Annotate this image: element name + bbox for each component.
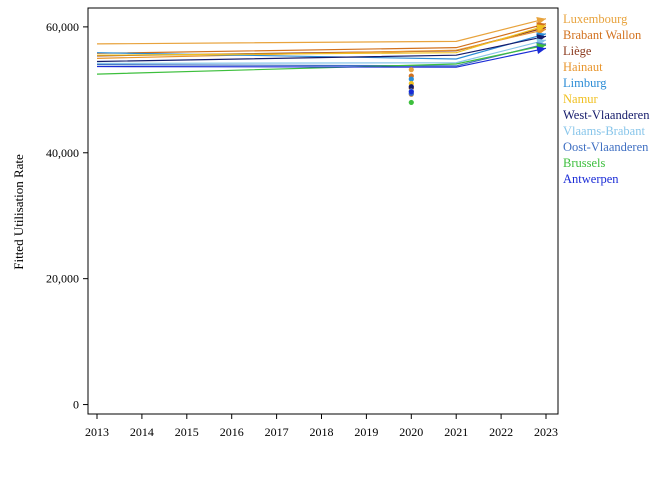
legend-entry-brussels: Brussels (563, 156, 606, 170)
legend: Luxembourg Brabant Wallon Liège Hainaut Limb… (563, 12, 650, 186)
series-line-brabant-wallon (96, 23, 547, 54)
y-tick-label: 20,000 (46, 272, 79, 286)
legend-entry-li-ge: Liège (563, 44, 592, 58)
x-tick-label: 2015 (175, 425, 199, 439)
series-line-hainaut (96, 28, 547, 59)
series-line-vlaams-brabant (96, 39, 547, 64)
legend-entry-luxembourg: Luxembourg (563, 12, 628, 26)
series-line-luxembourg (96, 18, 547, 45)
plot-frame (87, 7, 559, 415)
x-tick-label: 2020 (399, 425, 423, 439)
x-tick-label: 2018 (310, 425, 334, 439)
x-tick-label: 2019 (354, 425, 378, 439)
legend-entry-west-vlaanderen: West-Vlaanderen (563, 108, 650, 122)
x-tick-label: 2013 (85, 425, 109, 439)
series-arrowhead-antwerpen (536, 46, 546, 55)
point-2020-west-vlaanderen (408, 84, 414, 90)
x-tick-label: 2023 (534, 425, 558, 439)
plot-frame-group (87, 7, 559, 415)
y-tick-label: 40,000 (46, 146, 79, 160)
legend-entry-brabant-wallon: Brabant Wallon (563, 28, 642, 42)
point-2020-antwerpen (408, 89, 414, 95)
y-tick-label: 0 (73, 398, 79, 412)
legend-entry-vlaams-brabant: Vlaams-Brabant (563, 124, 645, 138)
x-tick-label: 2014 (130, 425, 154, 439)
x-tick-label: 2016 (220, 425, 244, 439)
series-line-brussels (96, 44, 547, 75)
x-tick-label: 2021 (444, 425, 468, 439)
legend-entry-antwerpen: Antwerpen (563, 172, 619, 186)
x-axis: 2013 2014 2015 2016 2017 2018 2019 2020 2021 2022… (85, 414, 558, 439)
legend-entry-hainaut: Hainaut (563, 60, 603, 74)
point-2020-limburg (408, 76, 414, 82)
legend-entry-limburg: Limburg (563, 76, 607, 90)
legend-entry-oost-vlaanderen: Oost-Vlaanderen (563, 140, 649, 154)
series-line-antwerpen (96, 47, 547, 68)
series-line-namur (96, 25, 547, 56)
series-lines (96, 17, 547, 75)
point-2020-luxembourg (408, 67, 414, 73)
y-tick-label: 60,000 (46, 20, 79, 34)
series-line-west-vlaanderen (96, 35, 547, 63)
x-tick-label: 2022 (489, 425, 513, 439)
points-2020 (408, 67, 414, 106)
legend-entry-namur: Namur (563, 92, 599, 106)
y-axis: 0 20,000 40,000 60,000 (46, 20, 88, 412)
x-tick-label: 2017 (265, 425, 289, 439)
point-2020-brussels (408, 99, 414, 106)
y-axis-title: Fitted Utilisation Rate (11, 154, 26, 270)
series-arrowhead-namur (536, 24, 546, 33)
